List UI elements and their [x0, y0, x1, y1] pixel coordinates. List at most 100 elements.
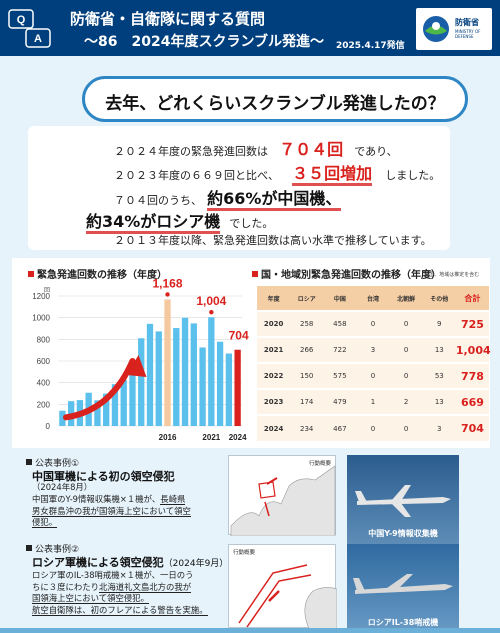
trend-arrow-shaft — [63, 358, 136, 421]
case2-map-graphic — [238, 564, 338, 630]
summary-line-5: ２０１３年度以降、緊急発進回数は高い水準で推移しています。 — [114, 234, 432, 247]
case1-map: 行動概要 — [228, 455, 336, 537]
ministry-name-en: MINISTRY OF DEFENSE — [455, 29, 481, 39]
annotation-dot-2021 — [209, 310, 214, 315]
case2-date: （2024年9月） — [163, 559, 229, 569]
case1-photo: 中国Y-9情報収集機 — [347, 455, 459, 547]
summary-text: ２０２３年度の６６９回と比べ、 — [114, 169, 279, 182]
case1-head-text: 公表事例① — [35, 459, 80, 469]
increase-highlight: ３５回増加 — [292, 164, 373, 186]
footer-strip — [0, 628, 500, 633]
table-header-cell: 合計 — [455, 286, 489, 311]
table-header-row: 年度 ロシア 中国 台湾 北朝鮮 その他 合計 — [257, 286, 489, 311]
case1-date: （2024年8月） — [32, 482, 93, 492]
chart-section-title: 緊急発進回数の推移（年度） — [28, 266, 167, 281]
case2-body-underlined: 国領海上空において領空侵犯。 — [32, 593, 149, 604]
table-cell: 0 — [356, 362, 390, 389]
summary-line-2: ２０２３年度の６６９回と比べ、 ３５回増加 しました。 — [114, 160, 441, 186]
case2-body-text: ちに３度にわたり — [32, 581, 99, 592]
case2-body-underlined: 北海道礼文島北方の我が — [99, 581, 192, 593]
bar-2020 — [199, 347, 206, 426]
annotation-2021: 1,004 — [196, 294, 226, 308]
annotation-2016: 1,168 — [153, 276, 183, 290]
y9-aircraft-icon — [355, 485, 451, 517]
bar-2008 — [94, 400, 101, 426]
table-cell: 0 — [389, 362, 423, 389]
case-studies: 公表事例① 中国軍機による初の領空侵犯 （2024年8月） 中国軍のY-9情報収… — [26, 452, 336, 628]
case1-map-tag: 行動概要 — [308, 461, 331, 467]
table-note: ※国、地域は推定を含む — [425, 272, 480, 278]
bar-2009 — [103, 393, 110, 426]
table-cell: 2021 — [257, 336, 291, 363]
annotation-2024: 704 — [229, 329, 249, 343]
table-cell: 13 — [422, 388, 456, 415]
bar-2010 — [111, 384, 119, 426]
bullet-square-icon — [28, 271, 34, 277]
ministry-name-jp: 防衛省 — [455, 18, 479, 27]
case1-body-underlined: 男女群島沖の我が国領海上空において領空 — [32, 505, 191, 517]
table-cell: 575 — [323, 362, 357, 389]
bar-2015 — [155, 331, 162, 426]
case1-head: 公表事例① — [26, 456, 79, 469]
il38-aircraft-icon — [353, 574, 453, 594]
table-cell: 458 — [323, 310, 357, 337]
table-header-cell: 中国 — [323, 286, 357, 311]
table-cell: 1,004 — [455, 336, 491, 363]
table-cell: 2022 — [257, 362, 291, 389]
bar-2012 — [129, 364, 136, 426]
table-row: 2024 234 467 0 0 3 704 — [257, 414, 489, 441]
country-table: 年度 ロシア 中国 台湾 北朝鮮 その他 合計 2020 258 458 0 0 9 725 2021 26… — [257, 286, 491, 443]
table-title-text: 国・地域別緊急発進回数の推移（年度） — [261, 270, 441, 281]
table-cell: 0 — [389, 310, 423, 337]
bar-2017 — [173, 328, 180, 426]
russia-share-highlight: 約34%がロシア機 — [86, 212, 221, 234]
table-cell: 0 — [389, 414, 423, 441]
case2-title-text: ロシア軍機による領空侵犯 — [32, 556, 164, 569]
case1-photo-caption: 中国Y-9情報収集機 — [368, 529, 438, 538]
qa-icon-q: Q — [17, 14, 26, 26]
table-header-cell: 台湾 — [356, 286, 390, 311]
bar-2018 — [181, 317, 189, 426]
x-tick-label: 2024 — [229, 433, 247, 442]
case1-body: 中国軍のY-9情報収集機×１機が、長崎県 男女群島沖の我が国領海上空において領空… — [32, 494, 232, 529]
annotation-dot-2016 — [165, 292, 170, 297]
summary-text: しました。 — [385, 169, 441, 182]
header-title: 防衛省・自衛隊に関する質問 — [70, 10, 266, 28]
question-banner: 去年、どれくらいスクランブル発進したの？ — [82, 76, 468, 122]
case2-body: ロシア軍のIL-38哨戒機×１機が、一日のう ちに３度にわたり北海道礼文島北方の… — [32, 570, 237, 616]
y-tick-label: 600 — [37, 357, 51, 366]
table-cell: 13 — [422, 336, 456, 363]
case2-map-tag: 行動概要 — [233, 550, 256, 556]
bar-2016 — [164, 299, 171, 426]
qa-icon: Q A — [8, 9, 51, 48]
summary-box: ２０２４年度の緊急発進回数は ７０４回 であり、 ２０２３年度の６６９回と比べ、… — [28, 126, 450, 250]
bar-2024 — [234, 349, 241, 426]
x-tick-label: 2016 — [159, 433, 177, 442]
summary-line-3: ７０４回のうち、 約66%が中国機、 — [114, 185, 342, 211]
summary-text: ２０２４年度の緊急発進回数は — [114, 145, 268, 158]
case1-title: 中国軍機による初の領空侵犯 — [32, 470, 175, 483]
table-cell: 2 — [389, 388, 423, 415]
qa-icon-a: A — [34, 33, 42, 45]
summary-text: であり、 — [354, 145, 398, 158]
table-cell: 1 — [356, 388, 390, 415]
china-share-highlight: 約66%が中国機、 — [207, 189, 342, 211]
y-axis-unit: 回 — [44, 287, 50, 294]
table-cell: 0 — [356, 310, 390, 337]
bullet-square-icon — [252, 271, 258, 277]
bar-2023 — [225, 353, 233, 426]
table-cell: 150 — [290, 362, 324, 389]
table-cell: 3 — [422, 414, 456, 441]
bar-2013 — [138, 338, 145, 426]
table-cell: 479 — [323, 388, 357, 415]
bullet-square-icon — [26, 545, 32, 551]
table-cell: 3 — [356, 336, 390, 363]
table-cell: 2020 — [257, 310, 291, 337]
table-cell: 174 — [290, 388, 324, 415]
x-tick-label: 2021 — [202, 433, 220, 442]
y-tick-label: 1200 — [32, 292, 50, 301]
table-header-cell: その他 — [422, 286, 456, 311]
case1-map-graphic — [230, 465, 336, 537]
summary-line-1: ２０２４年度の緊急発進回数は ７０４回 であり、 — [114, 136, 398, 160]
